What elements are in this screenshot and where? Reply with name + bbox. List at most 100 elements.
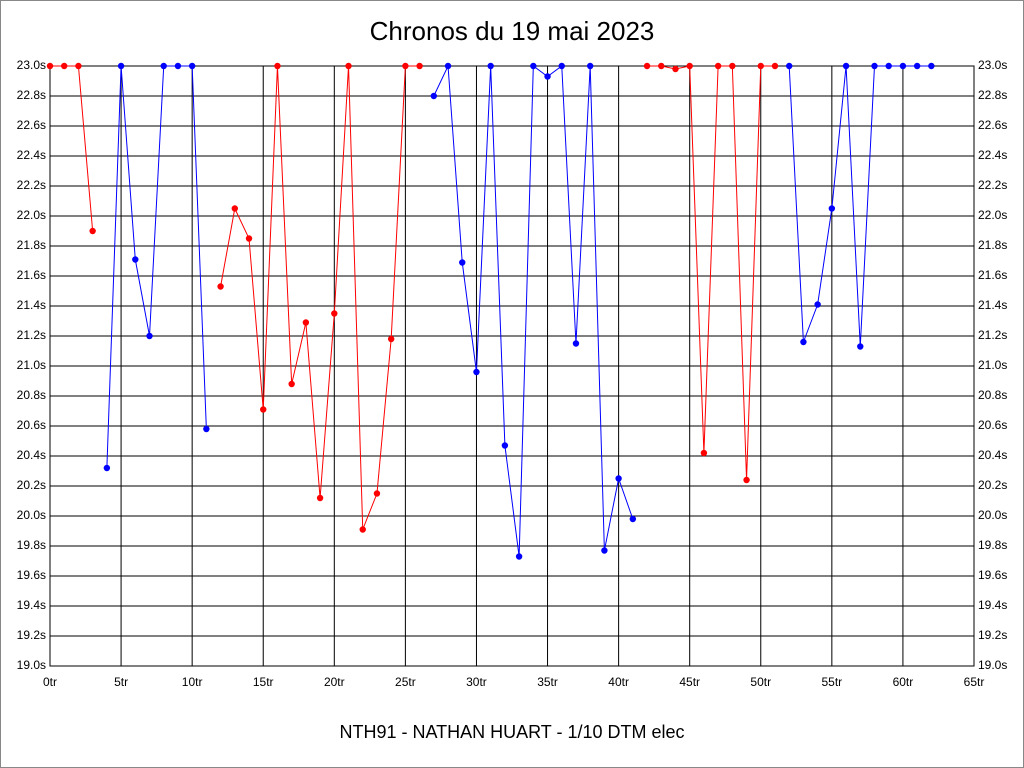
x-tick-label: 5tr: [114, 675, 128, 689]
y-tick-label: 22.4s: [17, 148, 46, 162]
data-point: [117, 62, 125, 70]
data-point: [103, 464, 111, 472]
data-point: [231, 205, 238, 212]
y2-tick-label: 22.8s: [978, 88, 1007, 102]
x-tick-label: 30tr: [466, 675, 487, 689]
x-tick-label: 45tr: [679, 675, 700, 689]
y-tick-label: 20.6s: [17, 418, 46, 432]
y2-tick-label: 20.2s: [978, 478, 1007, 492]
y-tick-label: 21.0s: [17, 358, 46, 372]
data-point: [61, 62, 68, 70]
data-point: [430, 92, 438, 100]
data-point: [814, 301, 821, 308]
data-point: [217, 283, 224, 290]
y-tick-label: 19.6s: [17, 568, 46, 582]
data-point: [174, 62, 182, 70]
data-point: [530, 62, 537, 70]
y2-tick-label: 22.2s: [978, 178, 1007, 192]
data-point: [345, 62, 352, 70]
y2-tick-label: 20.8s: [978, 388, 1007, 402]
x-axis-label: NTH91 - NATHAN HUART - 1/10 DTM elec: [339, 722, 684, 742]
x-tick-label: 20tr: [324, 675, 345, 689]
y-tick-label: 20.0s: [17, 508, 46, 522]
data-point: [46, 62, 54, 70]
y2-tick-label: 21.2s: [978, 328, 1007, 342]
series-line: [50, 65, 94, 232]
data-point: [928, 62, 935, 70]
data-point: [615, 475, 622, 482]
data-point: [459, 259, 466, 266]
y2-tick-label: 19.2s: [978, 628, 1007, 642]
data-point: [203, 425, 210, 433]
data-point: [160, 62, 167, 70]
data-point: [871, 62, 878, 70]
data-point: [515, 553, 523, 560]
plot-frame: [49, 65, 975, 667]
data-point: [89, 227, 96, 235]
data-point: [913, 62, 921, 70]
data-point: [771, 62, 779, 70]
y2-tick-label: 19.0s: [978, 658, 1007, 672]
y2-tick-label: 22.6s: [978, 118, 1007, 132]
data-point: [146, 332, 153, 340]
y2-tick-label: 22.0s: [978, 208, 1007, 222]
y-tick-label: 22.6s: [17, 118, 46, 132]
y2-tick-label: 21.6s: [978, 268, 1007, 282]
y-tick-label: 21.6s: [17, 268, 46, 282]
data-point: [714, 62, 722, 70]
x-tick-label: 35tr: [537, 675, 558, 689]
data-point: [572, 340, 580, 347]
data-point: [487, 62, 494, 70]
x-tick-label: 50tr: [750, 675, 771, 689]
x-tick-label: 25tr: [395, 675, 416, 689]
data-point: [629, 515, 637, 523]
y-tick-label: 22.0s: [17, 208, 46, 222]
data-point: [729, 62, 736, 70]
data-point: [416, 62, 423, 70]
x-tick-label: 10tr: [182, 675, 203, 689]
y-tick-label: 20.8s: [17, 388, 46, 402]
data-point: [757, 62, 764, 70]
y-tick-label: 19.4s: [17, 598, 46, 612]
data-point: [444, 62, 452, 70]
x-tick-label: 65tr: [964, 675, 985, 689]
y2-tick-label: 20.6s: [978, 418, 1007, 432]
data-point: [288, 380, 295, 388]
y2-tick-label: 21.8s: [978, 238, 1007, 252]
data-point: [302, 319, 310, 326]
y-tick-label: 19.0s: [17, 658, 46, 672]
y-tick-label: 19.2s: [17, 628, 46, 642]
data-point: [658, 62, 665, 70]
y-tick-label: 21.8s: [17, 238, 46, 252]
data-point: [743, 476, 750, 484]
y2-tick-label: 21.4s: [978, 298, 1007, 312]
data-point: [402, 62, 409, 70]
data-point: [558, 62, 565, 70]
data-point: [188, 62, 196, 70]
y-tick-label: 22.2s: [17, 178, 46, 192]
x-tick-label: 0tr: [43, 675, 57, 689]
y2-tick-label: 19.6s: [978, 568, 1007, 582]
y-tick-label: 23.0s: [17, 58, 46, 72]
x-tick-label: 40tr: [608, 675, 629, 689]
y2-tick-label: 22.4s: [978, 148, 1007, 162]
chart-title: Chronos du 19 mai 2023: [370, 16, 655, 46]
y2-tick-label: 21.0s: [978, 358, 1007, 372]
data-point: [786, 62, 793, 70]
data-point: [828, 205, 836, 212]
y-tick-label: 21.2s: [17, 328, 46, 342]
data-point: [800, 338, 807, 346]
data-point: [899, 62, 907, 70]
data-point: [885, 62, 892, 70]
y2-tick-label: 20.0s: [978, 508, 1007, 522]
x-tick-label: 55tr: [822, 675, 843, 689]
y2-tick-label: 23.0s: [978, 58, 1007, 72]
y-tick-label: 21.4s: [17, 298, 46, 312]
y-tick-label: 20.4s: [17, 448, 46, 462]
series-line: [647, 65, 775, 481]
data-point: [643, 62, 651, 70]
data-point: [686, 62, 693, 70]
y-tick-label: 20.2s: [17, 478, 46, 492]
